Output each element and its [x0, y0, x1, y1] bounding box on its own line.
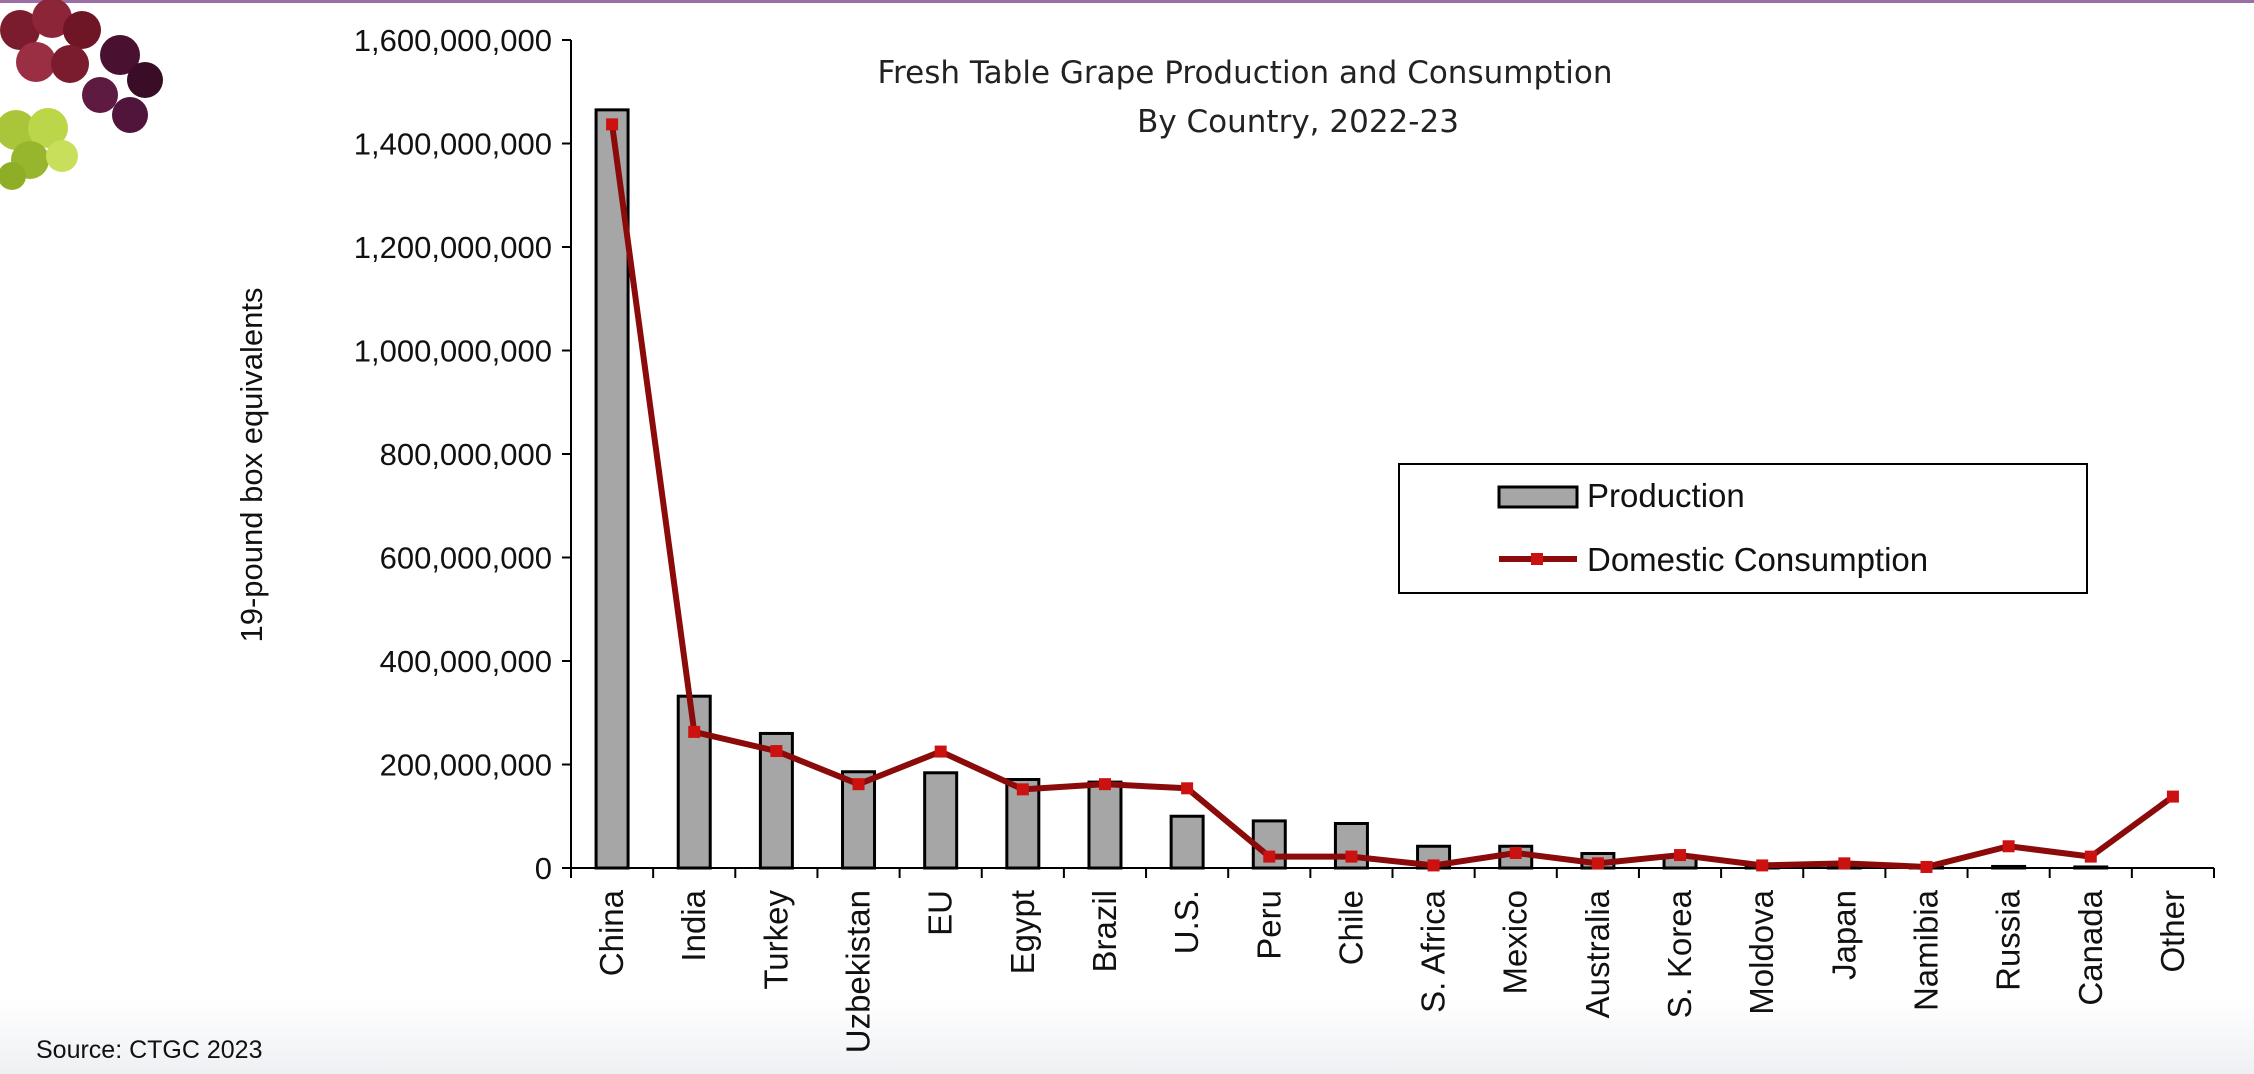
x-category-label: Japan [1825, 890, 1862, 980]
x-category-label: Mexico [1497, 890, 1534, 995]
x-category-label: Australia [1579, 889, 1616, 1018]
production-bars [594, 108, 2109, 870]
x-category-label: Turkey [757, 890, 794, 990]
production-bar [1087, 780, 1123, 870]
y-tick-label: 1,400,000,000 [354, 127, 552, 162]
legend-production-swatch [1497, 485, 1579, 509]
y-tick-label: 1,000,000,000 [354, 334, 552, 369]
consumption-point [934, 745, 947, 758]
x-category-label: Brazil [1086, 890, 1123, 973]
footer-fade [0, 1000, 2254, 1074]
consumption-point [1838, 857, 1851, 870]
x-category-label: U.S. [1168, 890, 1205, 954]
consumption-line [606, 118, 2179, 873]
y-axis-title: 19-pound box equivalents [234, 287, 269, 642]
x-category-label: S. Africa [1415, 889, 1452, 1013]
consumption-point [1674, 849, 1687, 862]
x-category-label: Other [2154, 890, 2191, 973]
x-category-label: EU [922, 890, 959, 936]
consumption-point [852, 778, 865, 791]
x-category-label: S. Korea [1661, 889, 1698, 1018]
x-category-label: Egypt [1004, 890, 1041, 974]
consumption-point [1098, 778, 1111, 791]
y-tick-label: 0 [535, 851, 552, 886]
x-category-label: Chile [1332, 890, 1369, 965]
x-category-label: Russia [1990, 889, 2027, 991]
consumption-point [606, 118, 619, 131]
consumption-point [1016, 783, 1029, 796]
y-tick-label: 400,000,000 [380, 644, 552, 679]
consumption-point [770, 745, 783, 758]
production-bar [923, 771, 959, 870]
x-category-label: India [675, 889, 712, 961]
axis-labels: 0 200,000,000 400,000,000 600,000,000 800,00… [354, 23, 2191, 1053]
consumption-series-line [609, 123, 2175, 870]
consumption-point [688, 725, 701, 738]
y-tick-label: 800,000,000 [380, 437, 552, 472]
consumption-point [2002, 840, 2015, 853]
production-bar [1169, 814, 1205, 870]
grapes-image [0, 0, 163, 190]
chart-title: Fresh Table Grape Production and Consump… [877, 55, 1612, 91]
consumption-point [2084, 850, 2097, 863]
legend-consumption-marker [1531, 553, 1543, 565]
chart-subtitle: By Country, 2022-23 [1137, 104, 1459, 140]
top-accent-rule [0, 0, 2254, 3]
y-tick-label: 600,000,000 [380, 541, 552, 576]
consumption-point [1756, 859, 1769, 872]
chart-axes [562, 39, 2215, 878]
consumption-point [1181, 782, 1194, 795]
legend-consumption-label: Domestic Consumption [1587, 541, 1928, 578]
x-category-label: Canada [2072, 889, 2109, 1005]
y-tick-label: 1,200,000,000 [354, 230, 552, 265]
y-tick-label: 1,600,000,000 [354, 23, 552, 58]
consumption-point [1591, 857, 1604, 870]
source-note: Source: CTGC 2023 [36, 1036, 263, 1064]
x-category-label: Peru [1250, 890, 1287, 960]
y-tick-label: 200,000,000 [380, 748, 552, 783]
x-category-label: Namibia [1907, 889, 1944, 1011]
legend-production-label: Production [1587, 477, 1745, 514]
consumption-point [1920, 860, 1933, 873]
consumption-point [1263, 850, 1276, 863]
consumption-point [1345, 850, 1358, 863]
x-category-label: Moldova [1743, 889, 1780, 1014]
consumption-point [2166, 790, 2179, 803]
chart-legend: Production Domestic Consumption [1398, 463, 2088, 594]
production-bar [594, 108, 630, 870]
x-category-label: Uzbekistan [840, 890, 877, 1053]
x-category-label: China [593, 889, 630, 976]
consumption-point [1427, 859, 1440, 872]
consumption-point [1509, 846, 1522, 859]
